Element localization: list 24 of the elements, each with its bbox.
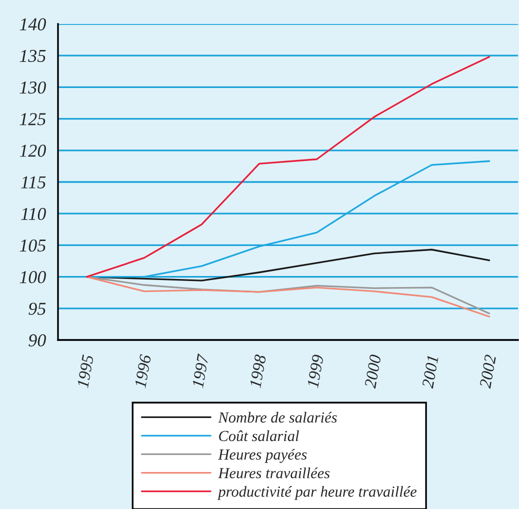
- x-tick-label: 2002: [479, 354, 496, 389]
- y-tick-label: 130: [20, 81, 46, 94]
- y-tick-label: 95: [28, 302, 46, 315]
- legend-label: Coût salarial: [219, 430, 299, 442]
- y-tick-label: 110: [21, 208, 46, 220]
- legend-label: Nombre de salariés: [218, 412, 337, 423]
- y-tick-label: 140: [20, 18, 46, 30]
- x-tick-label: 2001: [422, 356, 438, 389]
- y-tick-label: 135: [20, 50, 46, 62]
- y-tick-label: 120: [20, 144, 46, 157]
- y-tick-label: 105: [20, 239, 46, 252]
- x-tick-label: 1997: [192, 353, 209, 388]
- y-tick-label: 100: [20, 271, 46, 284]
- y-tick-label: 125: [20, 113, 46, 126]
- y-tick-label: 90: [28, 334, 46, 346]
- legend-label: productivité par heure travaillée: [217, 486, 417, 500]
- legend-label: Heures travaillées: [218, 468, 330, 478]
- x-tick-label: 2000: [364, 354, 382, 389]
- x-tick-label: 1995: [77, 354, 94, 388]
- x-tick-label: 1996: [134, 354, 152, 388]
- x-tick-label: 1998: [249, 354, 266, 388]
- legend-label: Heures payées: [218, 448, 307, 463]
- x-tick-label: 1999: [307, 354, 324, 388]
- y-tick-label: 115: [21, 176, 46, 188]
